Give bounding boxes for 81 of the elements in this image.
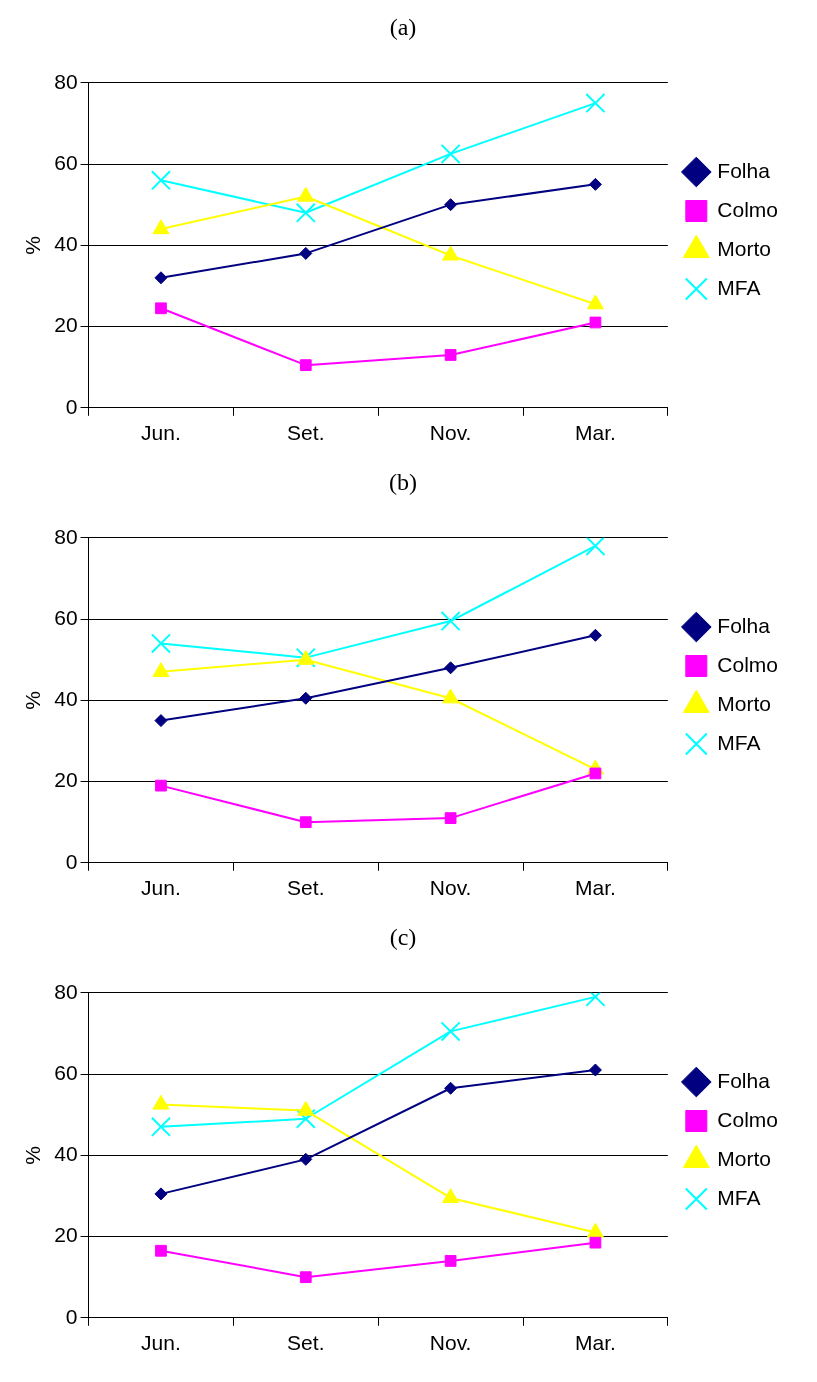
y-tick-label: 0 — [65, 1304, 78, 1328]
x-tick-label: Set. — [287, 876, 325, 900]
point — [588, 177, 602, 191]
point — [154, 714, 168, 728]
legend-label: Folha — [717, 158, 771, 182]
x-tick-label: Mar. — [574, 876, 616, 900]
point — [444, 349, 457, 361]
point — [155, 1244, 167, 1257]
y-tick-label: 0 — [65, 849, 78, 873]
x-tick-label: Set. — [287, 1331, 325, 1355]
legend-label: Morto — [717, 691, 771, 715]
point — [589, 767, 602, 780]
legend-label: Folha — [717, 1068, 771, 1092]
y-tick-label: 60 — [54, 150, 78, 174]
point — [154, 271, 168, 285]
x-tick-label: Jun. — [141, 876, 181, 900]
point — [299, 1152, 313, 1166]
y-tick-label: 60 — [54, 1060, 78, 1084]
point — [299, 359, 312, 372]
point — [299, 816, 312, 829]
point — [444, 812, 457, 824]
y-axis-title: % — [21, 1145, 45, 1165]
point — [585, 537, 606, 556]
x-tick-label: Nov. — [429, 876, 472, 900]
legend-label: MFA — [717, 730, 761, 754]
point — [589, 316, 602, 329]
y-tick-label: 80 — [54, 69, 78, 93]
legend-label: Folha — [717, 613, 771, 637]
point — [155, 302, 167, 315]
y-tick-label: 60 — [54, 605, 78, 629]
x-tick-label: Mar. — [574, 421, 616, 445]
point — [442, 1188, 460, 1204]
y-axis-title: % — [21, 235, 45, 255]
chart-title: (c) — [389, 923, 417, 950]
point — [154, 1187, 168, 1201]
point — [588, 1063, 602, 1077]
chart-title: (b) — [389, 468, 417, 495]
point — [440, 143, 461, 164]
y-tick-label: 20 — [54, 313, 78, 337]
point — [155, 779, 167, 792]
point — [295, 1108, 316, 1129]
point — [299, 1271, 312, 1284]
point — [440, 1021, 461, 1042]
x-tick-label: Mar. — [574, 1331, 616, 1355]
point — [585, 93, 606, 114]
point — [299, 246, 313, 260]
legend-label: Colmo — [717, 197, 778, 221]
y-tick-label: 80 — [54, 979, 78, 1003]
y-tick-label: 20 — [54, 768, 78, 792]
point — [444, 198, 458, 212]
point — [150, 633, 172, 654]
y-tick-label: 80 — [54, 524, 78, 548]
point — [444, 661, 458, 675]
point — [299, 691, 313, 705]
x-tick-label: Jun. — [141, 1331, 181, 1355]
legend-label: MFA — [717, 275, 761, 299]
y-tick-label: 40 — [54, 1142, 78, 1166]
point — [150, 1116, 172, 1137]
y-tick-label: 40 — [54, 687, 78, 711]
y-tick-label: 0 — [65, 394, 78, 418]
chart-title: (a) — [389, 13, 417, 40]
point — [150, 170, 172, 191]
x-tick-label: Nov. — [429, 421, 472, 445]
y-tick-label: 20 — [54, 1223, 78, 1247]
x-tick-label: Nov. — [429, 1331, 472, 1355]
legend-label: MFA — [717, 1185, 761, 1209]
point — [589, 1236, 602, 1249]
point — [444, 1081, 458, 1095]
point — [444, 1255, 457, 1267]
point — [295, 202, 316, 223]
x-tick-label: Set. — [287, 421, 325, 445]
x-tick-label: Jun. — [141, 421, 181, 445]
legend-label: Morto — [717, 1146, 771, 1170]
legend-label: Colmo — [717, 1107, 778, 1131]
y-axis-title: % — [21, 690, 45, 710]
legend-label: Colmo — [717, 652, 778, 676]
point — [440, 611, 461, 632]
point — [588, 628, 602, 642]
point — [152, 219, 170, 235]
legend-label: Morto — [717, 236, 771, 260]
y-tick-label: 40 — [54, 232, 78, 256]
